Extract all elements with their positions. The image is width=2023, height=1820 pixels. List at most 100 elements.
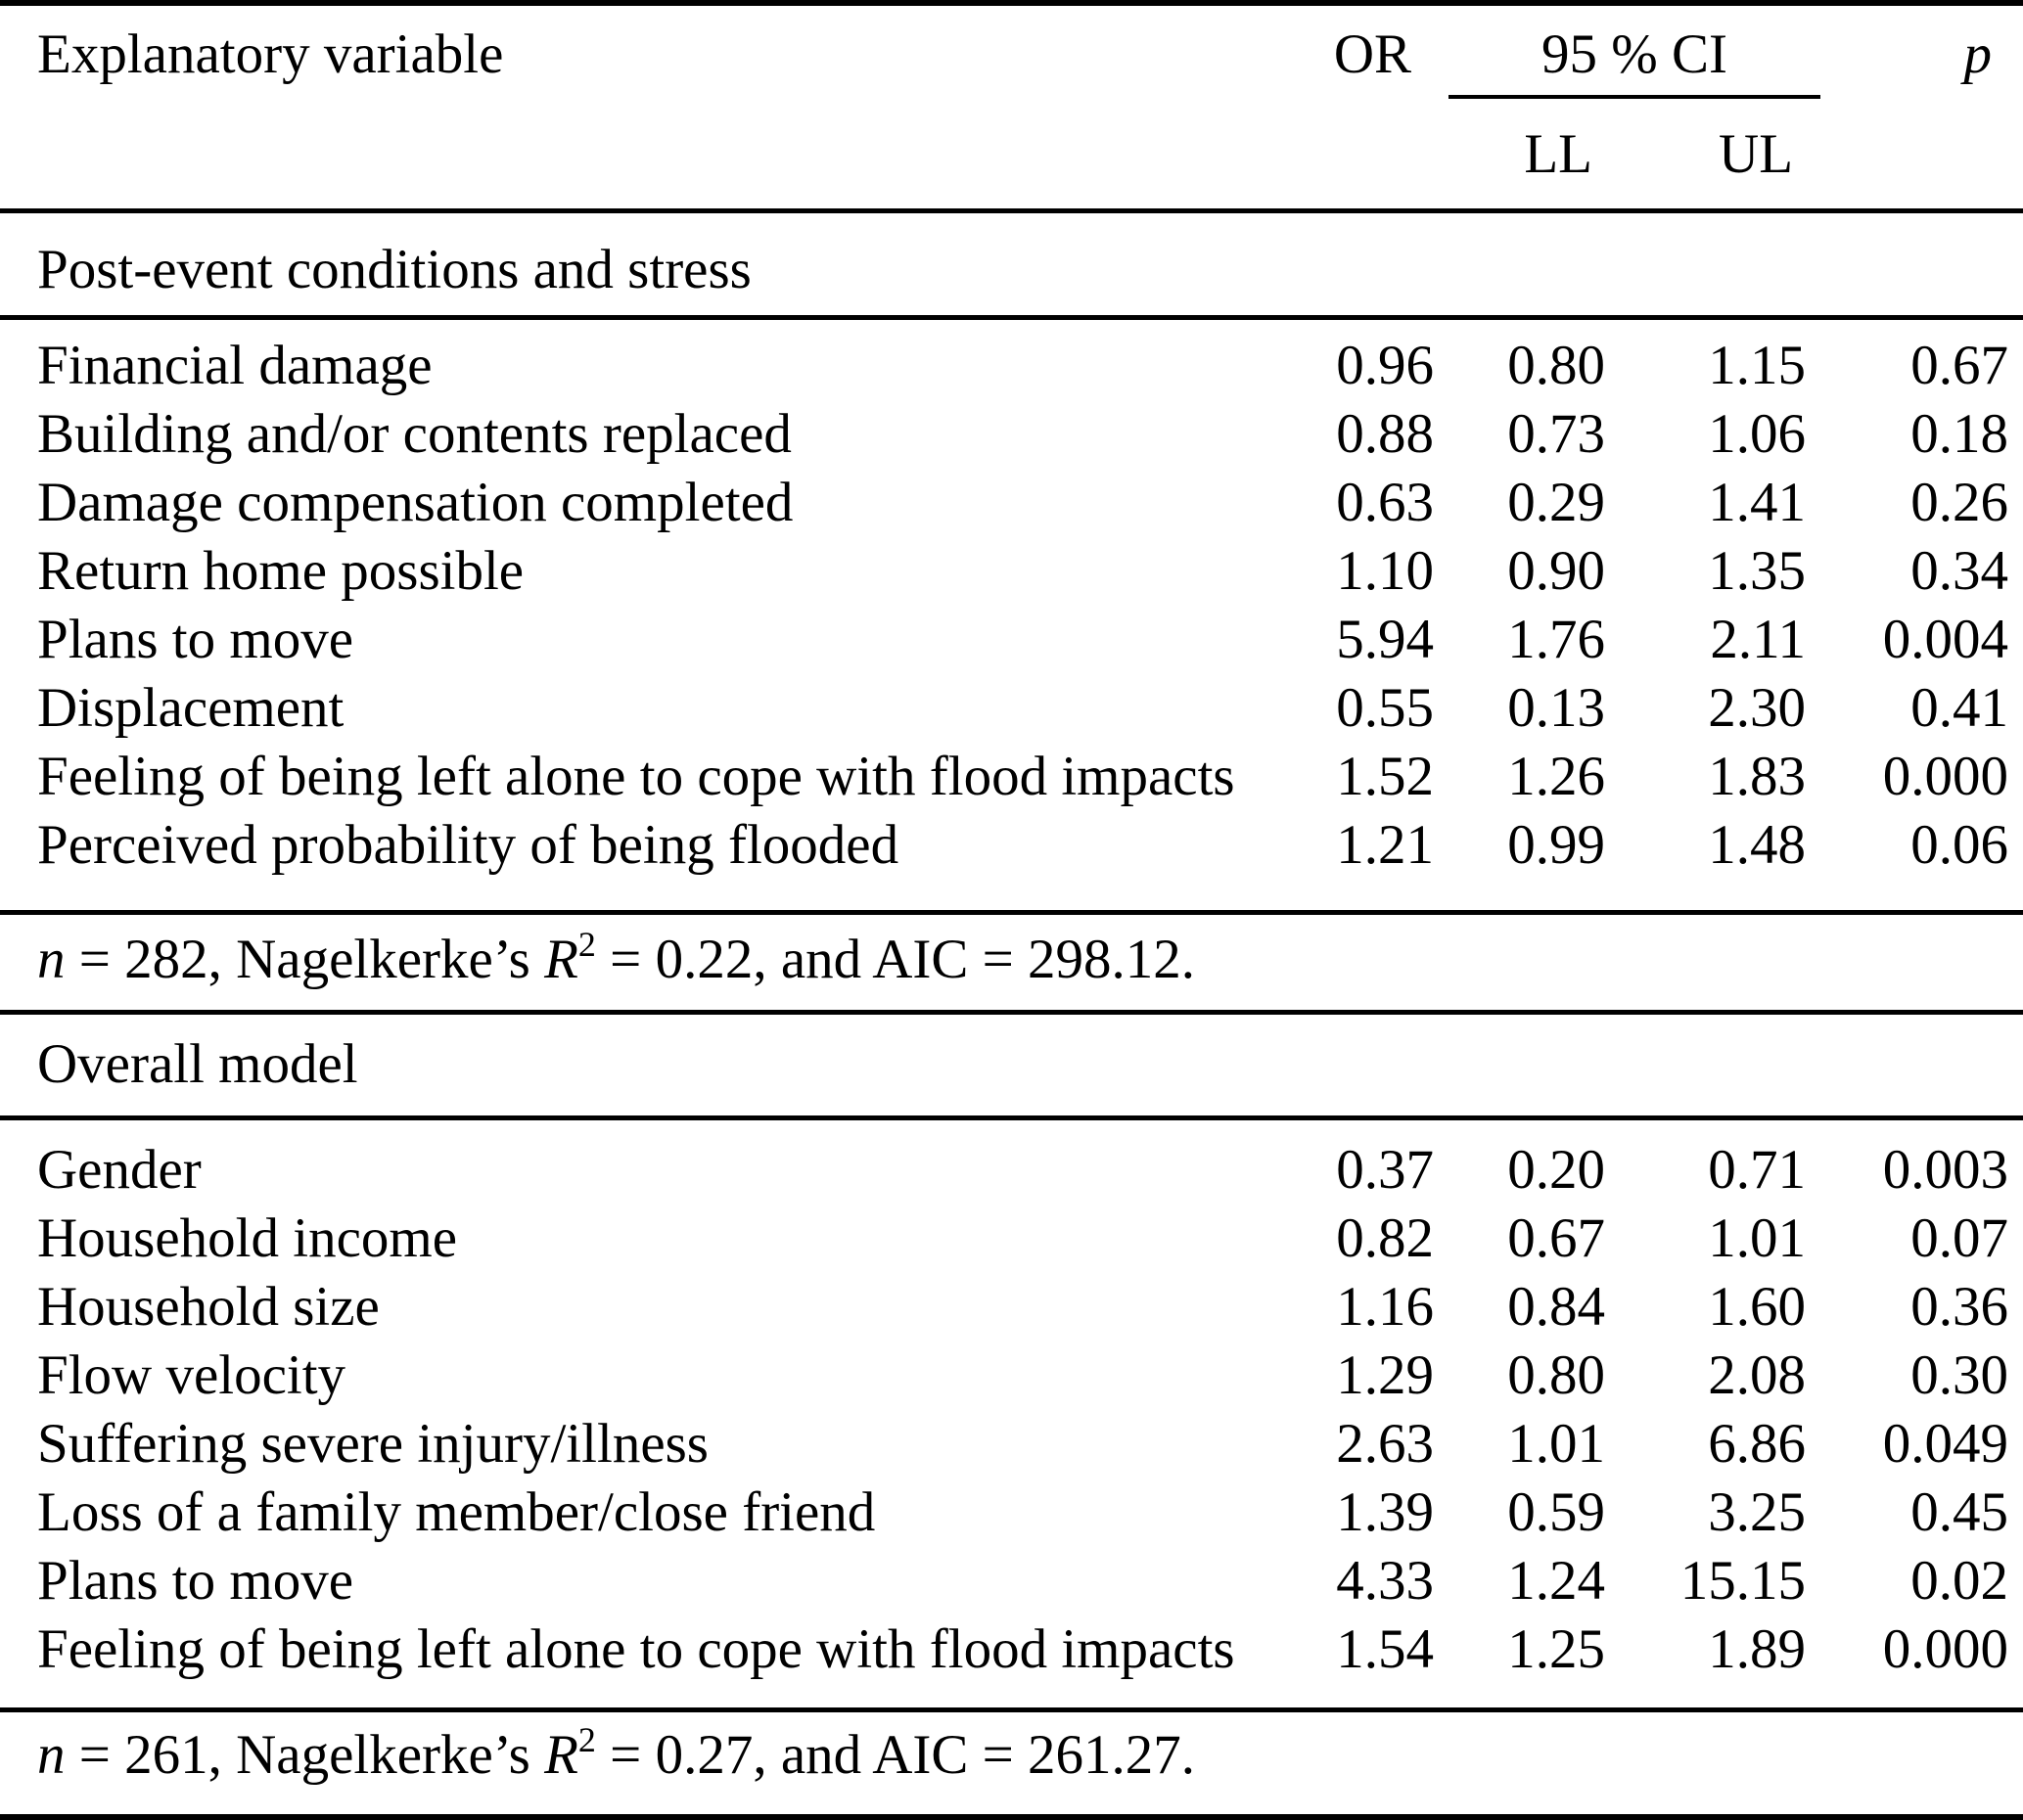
p-value: 0.67 — [1820, 315, 2023, 400]
p-value: 0.000 — [1882, 746, 2009, 807]
or-value: 0.96 — [1258, 315, 1448, 400]
ul-value: 3.25 — [1708, 1481, 1807, 1543]
ul-value: 6.86 — [1708, 1413, 1807, 1475]
p-value: 0.30 — [1910, 1344, 2009, 1406]
or-value: 1.16 — [1336, 1276, 1434, 1338]
row-label: Suffering severe injury/illness — [37, 1413, 709, 1475]
ul-value: 0.71 — [1620, 1115, 1821, 1205]
table-row: Perceived probability of being flooded 1… — [0, 811, 2023, 910]
row-label: Household size — [37, 1276, 380, 1338]
row-label: Damage compensation completed — [37, 472, 794, 533]
ul-value: 2.08 — [1708, 1344, 1807, 1406]
ll-value: 0.80 — [1507, 1344, 1605, 1406]
row-label: Building and/or contents replaced — [37, 403, 792, 465]
row-label: Gender — [0, 1115, 1258, 1205]
ll-value: 0.29 — [1507, 472, 1605, 533]
table-row: Plans to move 5.94 1.76 2.11 0.004 — [0, 606, 2023, 674]
n-symbol: n — [37, 929, 66, 990]
ul-value: 2.30 — [1708, 677, 1807, 739]
ul-value: 1.89 — [1708, 1618, 1807, 1680]
table-row: Return home possible 1.10 0.90 1.35 0.34 — [0, 537, 2023, 606]
table-row: Gender 0.37 0.20 0.71 0.003 — [0, 1115, 2023, 1205]
p-value: 0.18 — [1910, 403, 2009, 465]
ul-value: 1.15 — [1620, 315, 1821, 400]
row-label: Plans to move — [37, 1550, 353, 1612]
ll-value: 0.59 — [1507, 1481, 1605, 1543]
header-spacer — [1820, 99, 2023, 208]
table-row: Household size 1.16 0.84 1.60 0.36 — [0, 1273, 2023, 1342]
note-text: = 0.22, and AIC = 298.12. — [595, 929, 1196, 990]
or-value: 0.63 — [1336, 472, 1434, 533]
or-value: 0.88 — [1336, 403, 1434, 465]
p-value: 0.02 — [1910, 1550, 2009, 1612]
or-value: 1.52 — [1336, 746, 1434, 807]
p-value: 0.06 — [1910, 814, 2009, 876]
or-value: 1.54 — [1336, 1618, 1434, 1680]
section-header-row: Post-event conditions and stress — [0, 208, 2023, 315]
ll-value: 0.20 — [1448, 1115, 1620, 1205]
table-row: Damage compensation completed 0.63 0.29 … — [0, 469, 2023, 537]
p-value: 0.003 — [1820, 1115, 2023, 1205]
column-header-ul: UL — [1719, 123, 1794, 185]
row-label: Financial damage — [0, 315, 1258, 400]
or-value: 1.21 — [1336, 814, 1434, 876]
or-value: 4.33 — [1336, 1550, 1434, 1612]
section-header-row: Overall model — [0, 1010, 2023, 1115]
p-value: 0.41 — [1910, 677, 2009, 739]
table-row: Financial damage 0.96 0.80 1.15 0.67 — [0, 315, 2023, 400]
or-value: 5.94 — [1336, 609, 1434, 670]
column-header-or: OR — [1333, 23, 1411, 85]
row-label: Return home possible — [37, 540, 525, 602]
note-text: = 282, Nagelkerke’s — [65, 929, 545, 990]
p-value: 0.07 — [1910, 1207, 2009, 1269]
ll-value: 0.84 — [1507, 1276, 1605, 1338]
r-symbol: R — [544, 929, 578, 990]
note-text: = 261, Nagelkerke’s — [65, 1724, 545, 1786]
ul-value: 1.01 — [1708, 1207, 1807, 1269]
ll-value: 0.73 — [1507, 403, 1605, 465]
section-title-overall-model: Overall model — [0, 1010, 2023, 1115]
table-row: Building and/or contents replaced 0.88 0… — [0, 400, 2023, 469]
row-label: Feeling of being left alone to cope with… — [37, 746, 1235, 807]
p-value: 0.000 — [1882, 1618, 2009, 1680]
header-spacer — [1258, 99, 1448, 208]
p-value: 0.36 — [1910, 1276, 2009, 1338]
note-text: = 0.27, and AIC = 261.27. — [595, 1724, 1196, 1786]
row-label: Loss of a family member/close friend — [37, 1481, 876, 1543]
ll-value: 0.80 — [1448, 315, 1620, 400]
r-squared-exponent: 2 — [577, 925, 596, 964]
ul-value: 1.41 — [1708, 472, 1807, 533]
column-header-95ci: 95 % CI — [1448, 6, 1821, 99]
row-label: Perceived probability of being flooded — [37, 814, 899, 876]
or-value: 0.55 — [1336, 677, 1434, 739]
ll-value: 1.24 — [1507, 1550, 1605, 1612]
table-row: Plans to move 4.33 1.24 15.15 0.02 — [0, 1547, 2023, 1615]
or-value: 0.82 — [1336, 1207, 1434, 1269]
row-label: Displacement — [37, 677, 345, 739]
header-row-sub: LL UL — [0, 99, 2023, 208]
p-value: 0.049 — [1882, 1413, 2009, 1475]
column-header-p: p — [1963, 23, 1993, 85]
model-fit-note: n = 261, Nagelkerke’s R2 = 0.27, and AIC… — [0, 1707, 2023, 1814]
or-value: 2.63 — [1336, 1413, 1434, 1475]
p-value: 0.004 — [1882, 609, 2009, 670]
ll-value: 1.01 — [1507, 1413, 1605, 1475]
p-value: 0.45 — [1910, 1481, 2009, 1543]
ll-value: 1.25 — [1507, 1618, 1605, 1680]
table-row: Household income 0.82 0.67 1.01 0.07 — [0, 1205, 2023, 1273]
ul-value: 1.35 — [1708, 540, 1807, 602]
model-fit-note: n = 282, Nagelkerke’s R2 = 0.22, and AIC… — [0, 910, 2023, 1010]
ul-value: 1.06 — [1708, 403, 1807, 465]
section-title-post-event: Post-event conditions and stress — [0, 208, 2023, 315]
row-label: Household income — [37, 1207, 458, 1269]
p-value: 0.34 — [1910, 540, 2009, 602]
table-row: Displacement 0.55 0.13 2.30 0.41 — [0, 674, 2023, 743]
model-fit-note-row: n = 282, Nagelkerke’s R2 = 0.22, and AIC… — [0, 910, 2023, 1010]
ll-value: 0.13 — [1507, 677, 1605, 739]
or-value: 1.10 — [1336, 540, 1434, 602]
row-label: Plans to move — [37, 609, 353, 670]
ll-value: 0.99 — [1507, 814, 1605, 876]
table-row: Suffering severe injury/illness 2.63 1.0… — [0, 1410, 2023, 1479]
ll-value: 0.67 — [1507, 1207, 1605, 1269]
